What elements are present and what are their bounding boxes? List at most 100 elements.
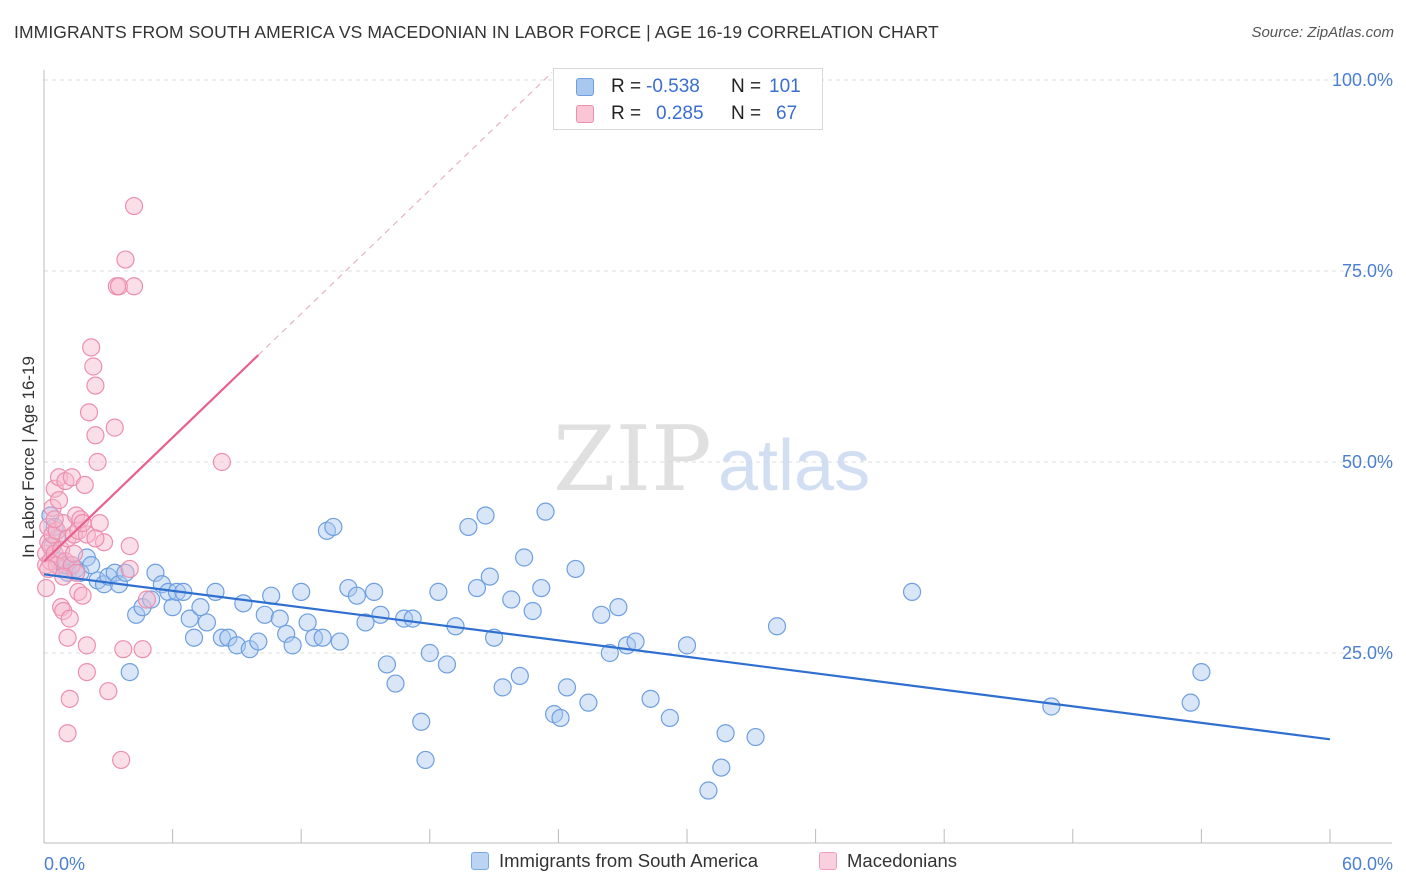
scatter-point-south-america <box>480 567 499 586</box>
legend-r-value: 0.285 <box>656 103 704 124</box>
scatter-point-macedonian <box>124 196 144 216</box>
legend-r-label: R = <box>611 76 642 97</box>
axes <box>43 70 1392 844</box>
scatter-point-south-america <box>142 590 161 609</box>
scatter-point-macedonian <box>120 559 139 579</box>
scatter-point-south-america <box>566 559 585 579</box>
scatter-point-south-america <box>557 678 577 697</box>
scatter-point-south-america <box>626 632 645 651</box>
scatter-point-south-america <box>163 598 182 617</box>
scatter-point-macedonian <box>133 640 152 659</box>
scatter-point-south-america <box>403 609 422 628</box>
scatter-point-south-america <box>493 678 512 697</box>
y-tick-label-25: 25.0% <box>1342 643 1393 663</box>
scatter-point-macedonian <box>64 544 84 563</box>
scatter-point-south-america <box>551 708 570 728</box>
scatter-point-south-america <box>82 556 101 575</box>
scatter-point-macedonian <box>58 628 77 647</box>
scatter-point-macedonian <box>137 590 156 609</box>
series-south-america-points <box>41 502 1211 800</box>
x-ticks <box>43 829 1331 843</box>
scatter-point-south-america <box>212 628 231 647</box>
scatter-point-south-america <box>120 662 139 682</box>
scatter-point-macedonian <box>58 724 77 743</box>
watermark-atlas: atlas <box>718 426 870 506</box>
scatter-point-south-america <box>609 598 628 617</box>
bottom-legend-label-south-america: Immigrants from South America <box>499 850 759 871</box>
scatter-point-south-america <box>476 506 495 525</box>
scatter-point-south-america <box>277 624 296 644</box>
bottom-legend-south-america: Immigrants from South America <box>471 850 758 872</box>
watermark-zip: ZIP <box>553 407 712 512</box>
scatter-point-south-america <box>579 693 598 712</box>
chart-title: IMMIGRANTS FROM SOUTH AMERICA VS MACEDON… <box>14 22 939 42</box>
legend-swatch-blue <box>576 78 594 96</box>
y-axis-label: In Labor Force | Age 16-19 <box>19 356 38 558</box>
scatter-point-south-america <box>416 750 435 770</box>
trend-line-macedonians <box>43 354 260 563</box>
scatter-point-south-america <box>386 674 405 693</box>
scatter-point-south-america <box>902 582 922 601</box>
scatter-point-south-america <box>184 628 204 647</box>
legend-r-value: -0.538 <box>646 76 700 97</box>
scatter-point-macedonian <box>114 640 133 659</box>
scatter-point-macedonian <box>54 601 73 621</box>
x-tick-label-min: 0.0% <box>44 854 85 874</box>
correlation-legend: R = -0.538 N = 101 R = 0.285 N = 67 <box>553 68 823 130</box>
scatter-point-macedonian <box>212 452 231 472</box>
scatter-point-macedonian <box>90 514 109 533</box>
trend-lines <box>43 71 1331 741</box>
scatter-point-south-america <box>347 586 367 605</box>
scatter-point-south-america <box>712 758 731 777</box>
series-macedonians-points <box>37 196 231 770</box>
scatter-point-south-america <box>191 598 210 617</box>
y-tick-label-50: 50.0% <box>1342 452 1393 472</box>
scatter-point-south-america <box>1192 662 1211 682</box>
legend-n-value: 67 <box>776 103 798 124</box>
x-tick-label-max: 60.0% <box>1342 854 1393 874</box>
scatter-point-macedonian <box>84 357 103 376</box>
scatter-point-south-america <box>127 605 146 624</box>
scatter-point-south-america <box>459 517 478 537</box>
scatter-point-macedonian <box>77 636 96 655</box>
scatter-point-macedonian <box>82 338 101 357</box>
scatter-point-macedonian <box>77 525 96 544</box>
scatter-point-south-america <box>298 613 317 632</box>
scatter-point-macedonian <box>86 376 105 395</box>
scatter-point-south-america <box>1181 693 1200 712</box>
bottom-legend-label-macedonians: Macedonians <box>847 850 958 871</box>
bottom-legend-swatch-pink <box>819 852 837 870</box>
legend-n-label: N = <box>731 103 762 124</box>
scatter-point-macedonian <box>77 662 96 682</box>
scatter-point-south-america <box>515 548 534 567</box>
scatter-point-macedonian <box>73 586 92 605</box>
scatter-point-south-america <box>371 605 390 624</box>
scatter-point-south-america <box>364 582 384 601</box>
scatter-point-south-america <box>330 632 349 651</box>
y-tick-label-75: 75.0% <box>1342 261 1393 281</box>
legend-n-label: N = <box>731 76 762 97</box>
scatter-point-macedonian <box>88 452 107 472</box>
scatter-point-macedonian <box>112 750 131 770</box>
scatter-point-south-america <box>641 689 660 708</box>
watermark: ZIP atlas <box>553 407 870 512</box>
scatter-point-south-america <box>180 609 199 628</box>
scatter-point-south-america <box>197 613 216 632</box>
scatter-point-south-america <box>767 617 787 636</box>
scatter-point-south-america <box>105 563 124 582</box>
scatter-point-south-america <box>660 708 679 728</box>
scatter-point-south-america <box>532 578 551 598</box>
scatter-point-south-america <box>270 609 289 628</box>
scatter-point-south-america <box>146 563 165 582</box>
scatter-point-south-america <box>716 724 735 743</box>
scatter-point-macedonian <box>105 418 124 437</box>
scatter-point-south-america <box>234 594 253 613</box>
scatter-point-south-america <box>377 655 397 674</box>
scatter-point-macedonian <box>99 682 118 701</box>
trend-line-macedonians-extension <box>257 71 553 356</box>
scatter-point-south-america <box>523 601 542 621</box>
scatter-point-macedonian <box>79 403 99 422</box>
bottom-legend-swatch-blue <box>471 852 489 870</box>
scatter-point-south-america <box>283 636 302 655</box>
